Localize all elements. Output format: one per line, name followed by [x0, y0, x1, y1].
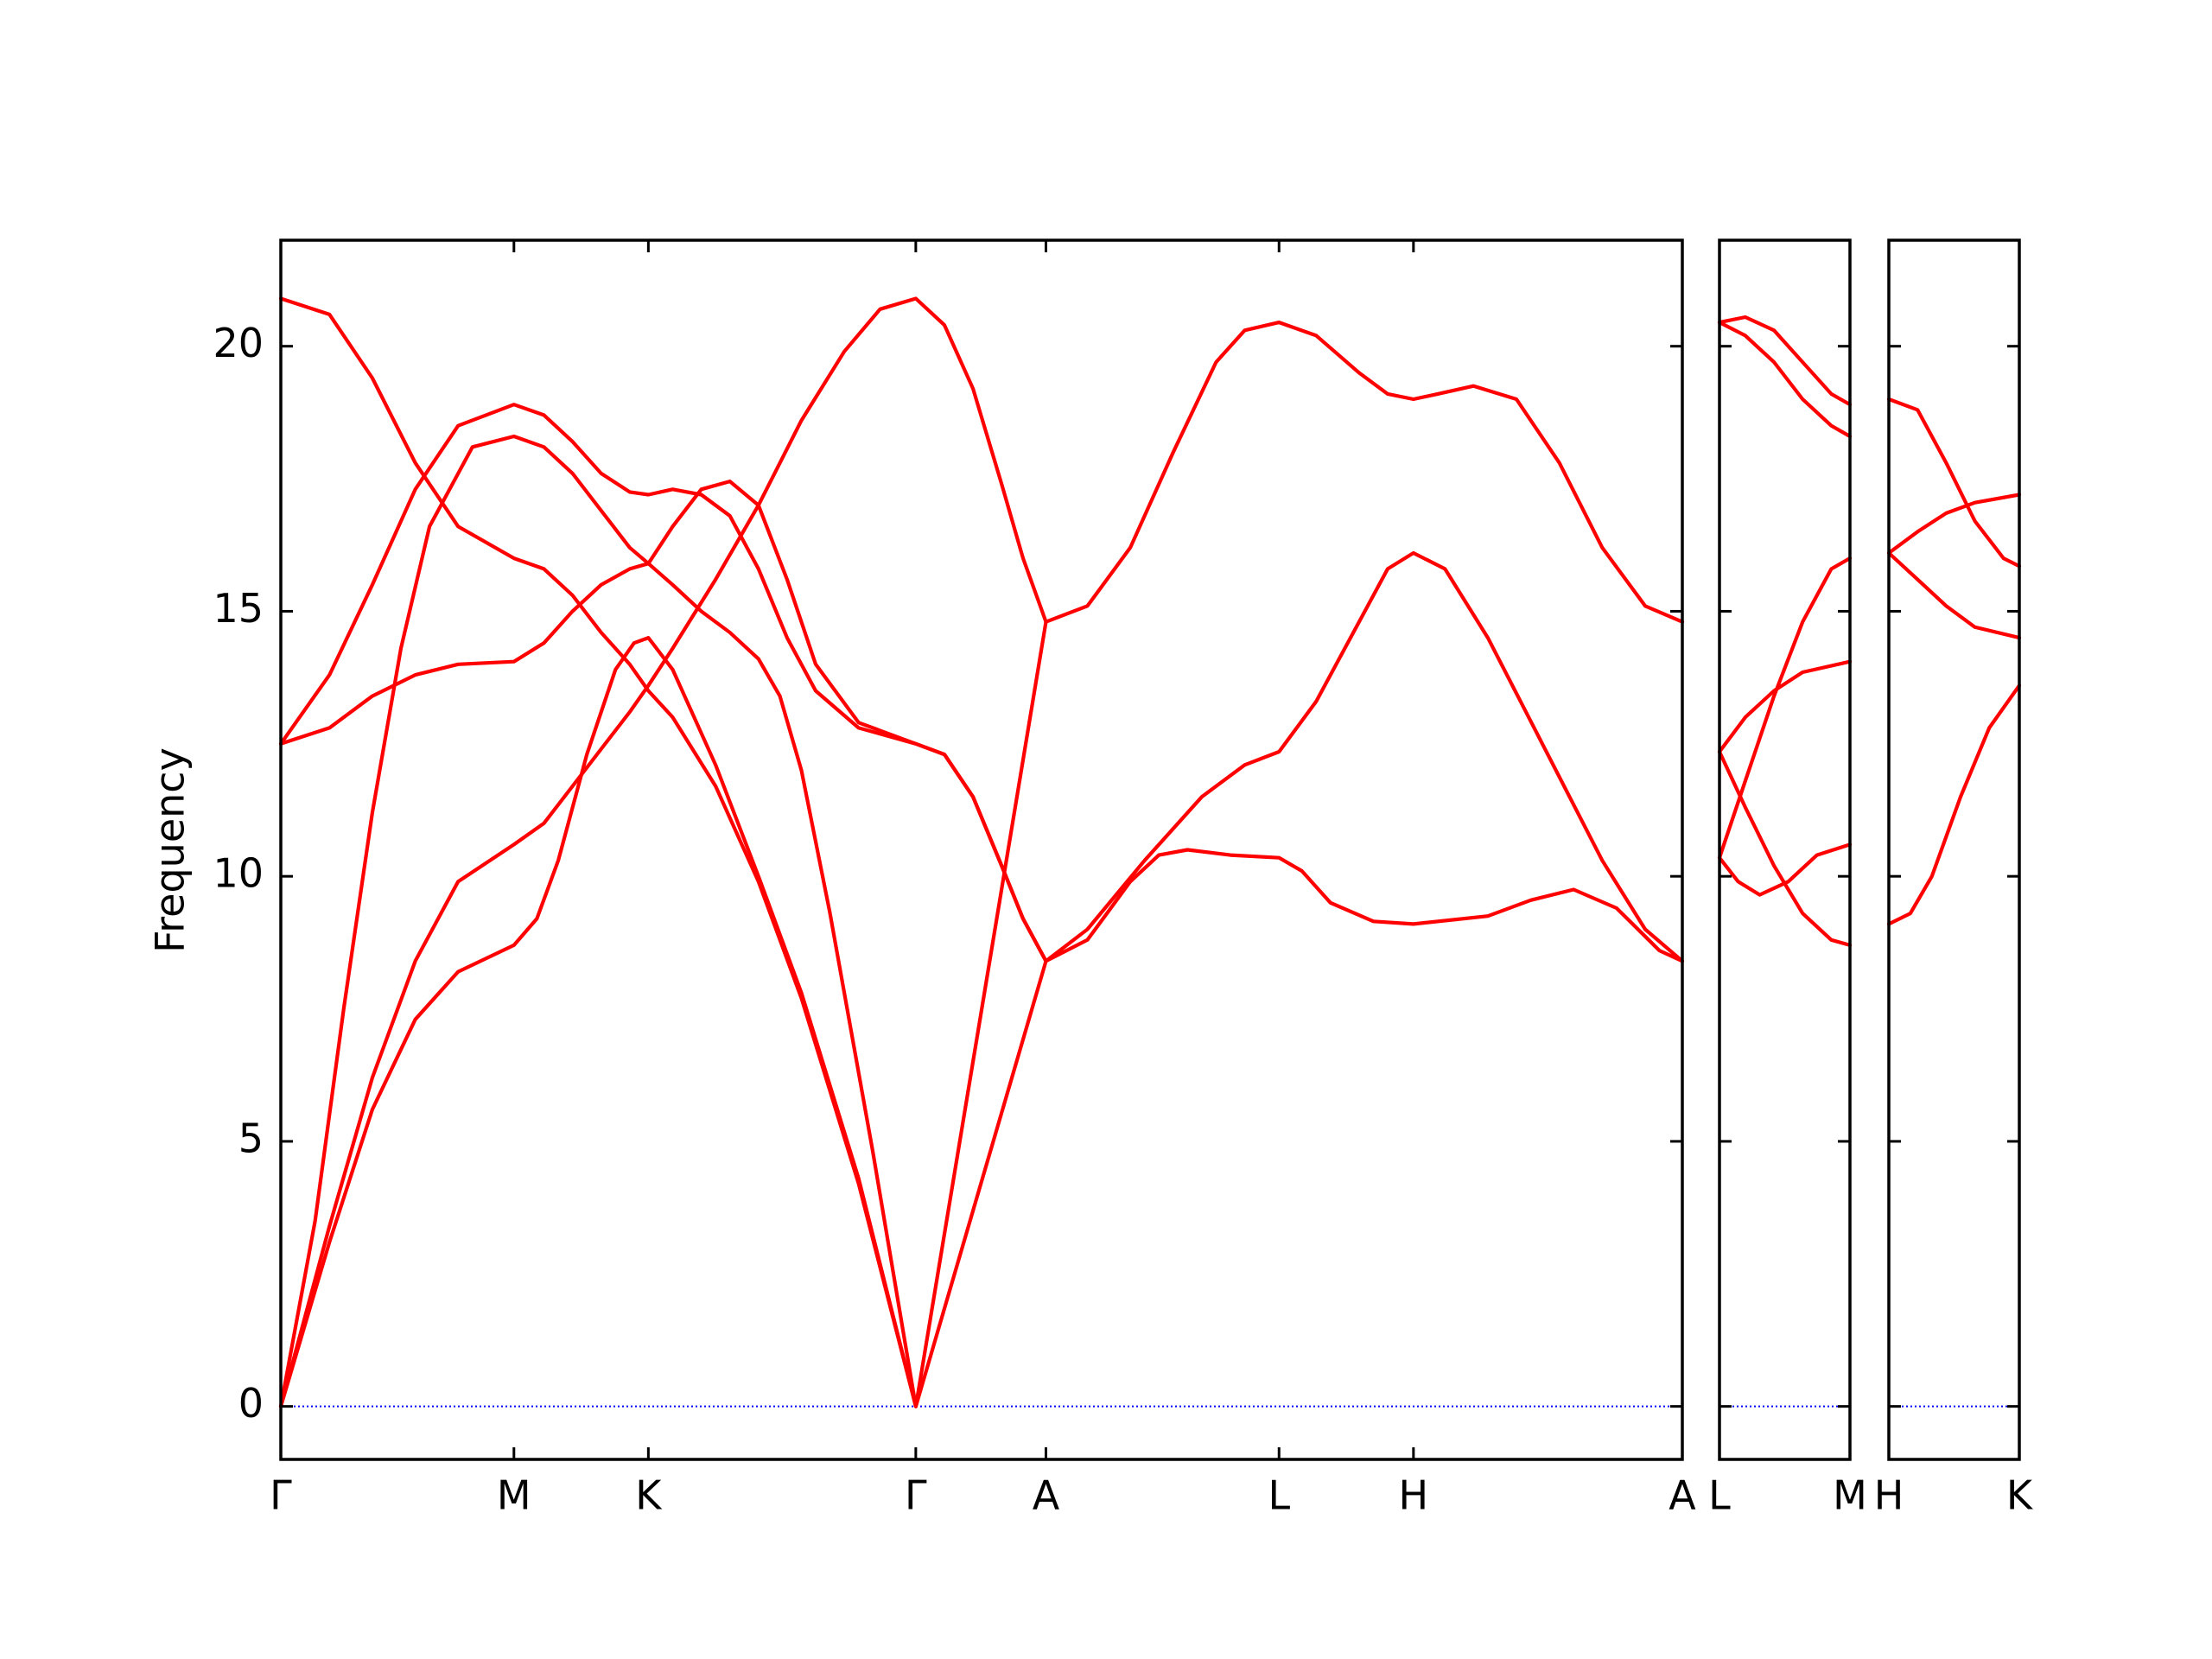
band-line	[1717, 321, 1853, 439]
band-line	[1886, 493, 2022, 556]
plot-frame	[279, 238, 1684, 1461]
x-tick-label: K	[2006, 1472, 2034, 1519]
band-line	[1717, 659, 1853, 754]
x-tick-label: A	[1033, 1472, 1060, 1519]
y-tick-label: 10	[213, 850, 264, 897]
y-tick-label: 20	[213, 320, 264, 366]
band-line	[1886, 550, 2022, 640]
x-tick-label: Γ	[270, 1472, 292, 1519]
x-tick-label: H	[1399, 1472, 1429, 1519]
band-line	[278, 636, 918, 1408]
band-line	[278, 296, 1685, 1408]
x-tick-label: M	[497, 1472, 531, 1519]
x-tick-label: H	[1874, 1472, 1904, 1519]
y-tick-label: 5	[238, 1115, 264, 1161]
band-line	[278, 434, 1048, 1408]
x-tick-label: M	[1833, 1472, 1867, 1519]
x-tick-label: Γ	[905, 1472, 927, 1519]
band-line	[1886, 397, 2022, 569]
band-line	[278, 403, 1685, 963]
band-line	[278, 296, 1048, 1408]
plot-frame	[1887, 238, 2021, 1461]
band-line	[1717, 315, 1853, 407]
y-tick-label: 15	[213, 585, 264, 632]
y-tick-label: 0	[238, 1380, 264, 1427]
plot-frame	[1718, 238, 1852, 1461]
band-line	[1717, 556, 1853, 860]
x-tick-label: L	[1268, 1472, 1290, 1519]
x-tick-label: L	[1708, 1472, 1731, 1519]
x-tick-label: K	[635, 1472, 663, 1519]
x-tick-label: A	[1669, 1472, 1696, 1519]
y-axis-label: Frequency	[147, 747, 194, 953]
band-line	[1886, 683, 2022, 926]
band-line	[1717, 842, 1853, 897]
band-line	[1717, 749, 1853, 947]
band-line	[278, 480, 1685, 963]
